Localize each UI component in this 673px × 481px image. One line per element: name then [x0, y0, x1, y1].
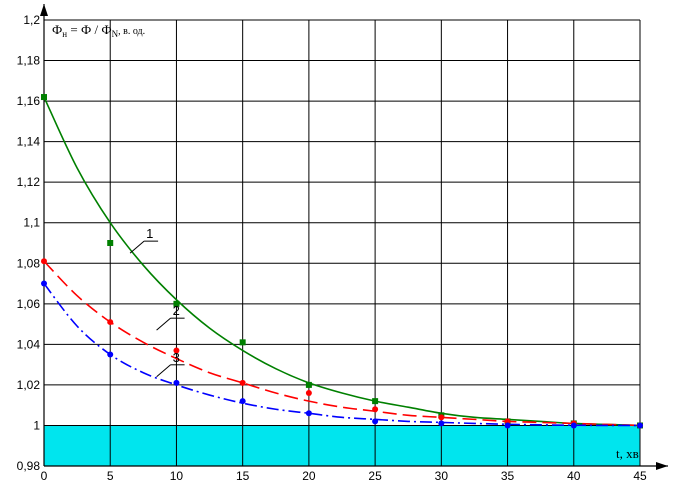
- series-3-point: [305, 410, 312, 417]
- y-axis-label: Фн = Ф / ФN, в. од.: [52, 22, 145, 39]
- series-2-label: 2: [173, 303, 180, 318]
- y-tick-label: 1,14: [17, 135, 41, 149]
- x-tick-label: 10: [170, 469, 184, 481]
- x-tick-label: 30: [435, 469, 449, 481]
- y-tick-label: 1,04: [17, 337, 41, 351]
- y-tick-label: 1,08: [17, 256, 41, 270]
- series-2-point: [438, 414, 445, 421]
- grid: [44, 19, 641, 466]
- x-tick-label: 0: [41, 469, 48, 481]
- tick-labels: 0 5 10 15 20 25 30 35 40 45 0,98 1 1,02 1,04 1,06 1,08 1…: [17, 13, 647, 481]
- series-3-label: 3: [173, 350, 180, 365]
- series-1-label: 1: [146, 226, 153, 241]
- curve-labels: 1 2 3: [129, 226, 185, 378]
- x-axis-label: t, хв: [616, 446, 639, 461]
- y-tick-label: 1,02: [17, 378, 41, 392]
- x-tick-label: 20: [302, 469, 316, 481]
- reference-band: [44, 425, 640, 466]
- series-2-point: [239, 379, 246, 386]
- series-3-point: [41, 280, 47, 287]
- y-tick-label: 1,2: [23, 13, 40, 27]
- series-2-point: [372, 406, 379, 413]
- series-1-leader: [129, 240, 145, 254]
- series-1-line: [43, 96, 641, 427]
- y-tick-label: 1,06: [17, 297, 41, 311]
- x-axis-arrow: [656, 462, 668, 470]
- series-3-point: [438, 420, 445, 427]
- series-1-point: [173, 300, 180, 307]
- y-tick-label: 1,18: [17, 54, 41, 68]
- x-tick-label: 15: [236, 469, 250, 481]
- series-1-point: [372, 398, 379, 405]
- y-tick-label: 1,1: [23, 216, 40, 230]
- series-3-point: [173, 379, 180, 386]
- axes: [40, 4, 668, 470]
- x-tick-label: 40: [567, 469, 581, 481]
- series-1-point: [41, 94, 47, 101]
- y-tick-label: 1,12: [17, 175, 41, 189]
- series-2-leader: [156, 317, 171, 331]
- series-3-point: [239, 398, 246, 405]
- series-3-line: [43, 283, 641, 427]
- y-tick-label: 0,98: [17, 459, 41, 473]
- series-2-line: [43, 260, 641, 427]
- series-3-point: [637, 422, 643, 429]
- series-markers: [41, 94, 643, 429]
- series-3-point: [570, 422, 577, 429]
- series-curves: [43, 96, 641, 427]
- x-tick-label: 35: [501, 469, 515, 481]
- band-below-1: [44, 425, 640, 466]
- x-tick-label: 25: [368, 469, 382, 481]
- series-2-point: [173, 347, 180, 354]
- series-3-point: [107, 351, 114, 358]
- y-tick-label: 1: [33, 418, 40, 432]
- series-2-point: [305, 390, 312, 397]
- series-2-point: [41, 258, 47, 265]
- series-3-point: [372, 418, 379, 425]
- y-tick-label: 1,16: [17, 94, 41, 108]
- series-1-point: [239, 339, 246, 346]
- y-axis-arrow: [40, 4, 48, 16]
- x-tick-label: 5: [107, 469, 114, 481]
- series-1-point: [305, 381, 312, 388]
- series-3-leader: [156, 364, 171, 378]
- series-2-point: [107, 319, 114, 326]
- series-1-point: [107, 240, 114, 246]
- series-3-point: [504, 422, 511, 429]
- x-tick-label: 45: [633, 469, 647, 481]
